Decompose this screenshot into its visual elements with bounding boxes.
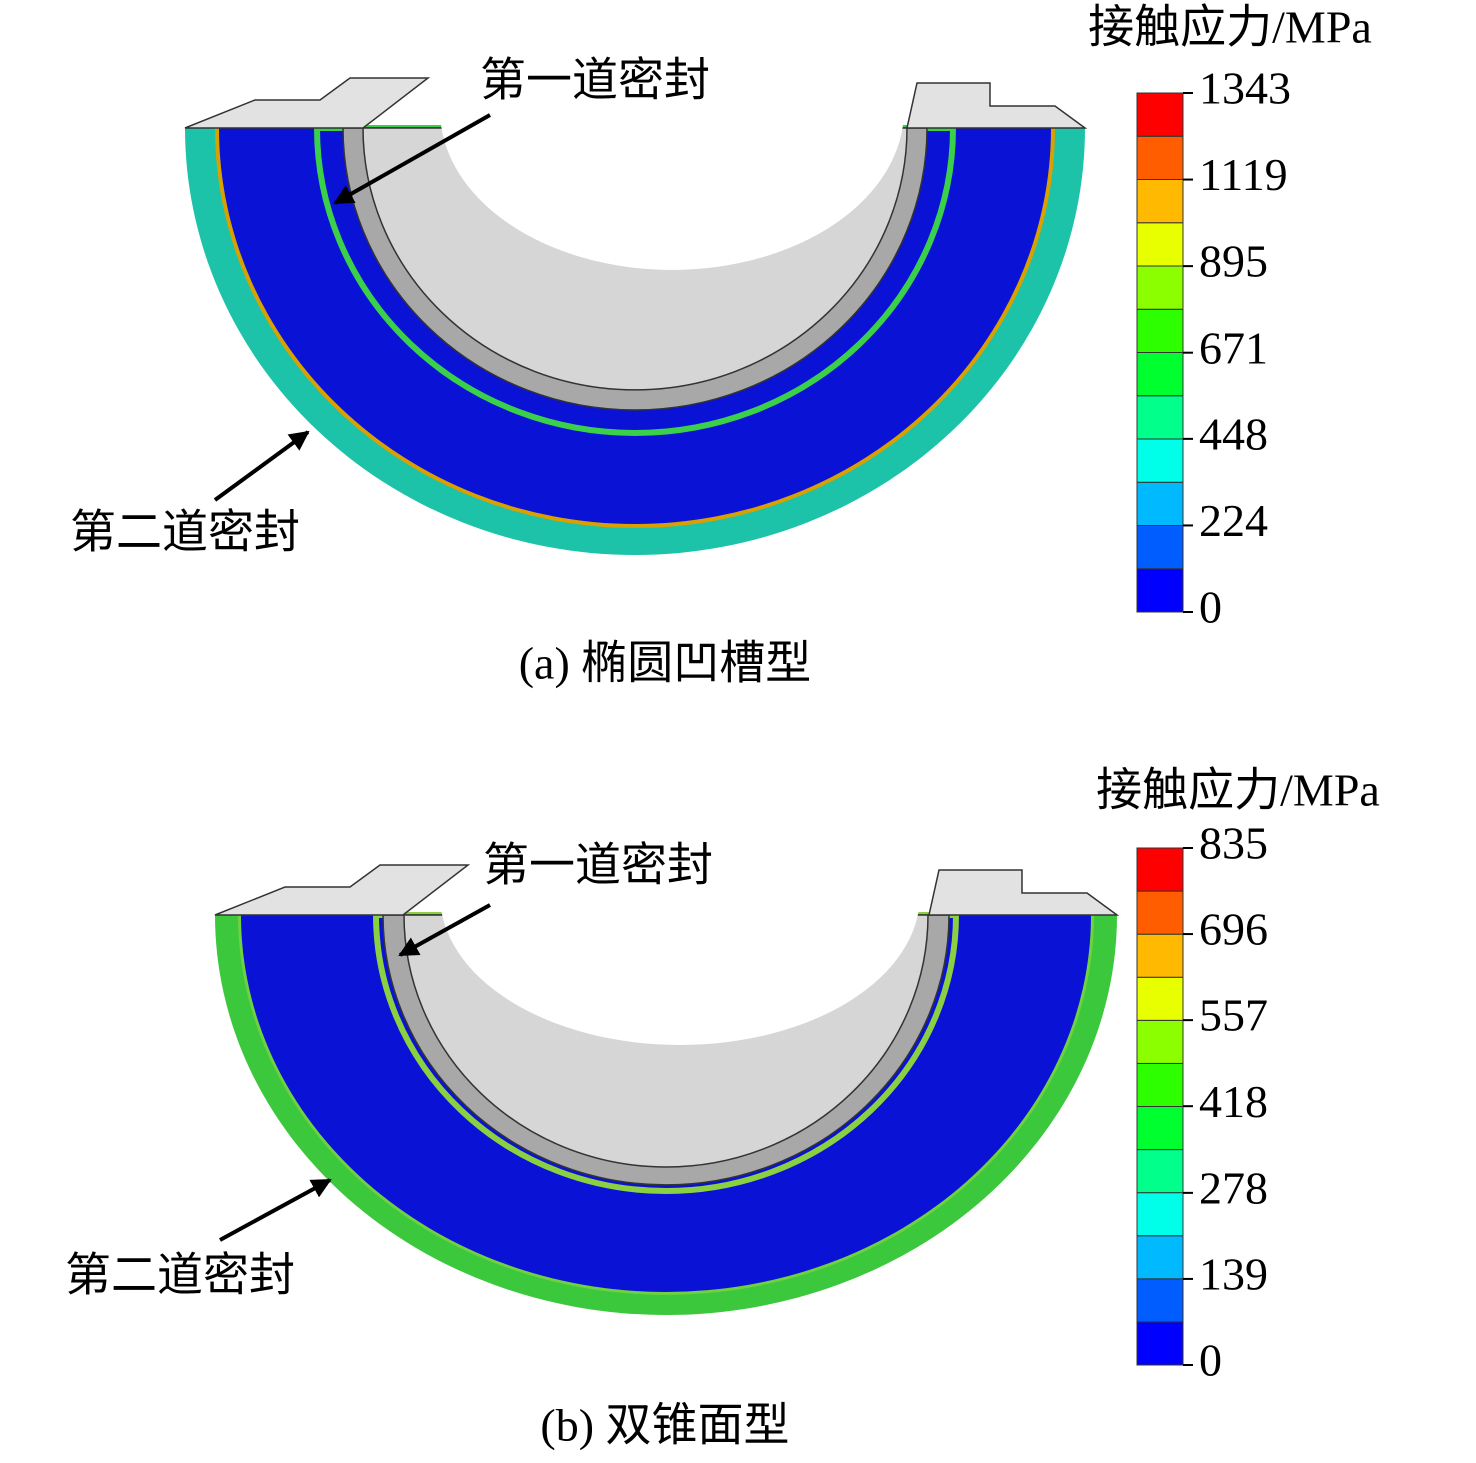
colorbar-band (1136, 1235, 1184, 1280)
colorbar-band (1136, 1149, 1184, 1194)
arrow (213, 430, 310, 502)
tick-label: 0 (1199, 1335, 1222, 1386)
colorbar-title: 接触应力/MPa (1096, 765, 1380, 816)
hole (440, 70, 904, 270)
colorbar-band (1136, 92, 1184, 137)
tick-label: 418 (1199, 1076, 1268, 1127)
colorbar-band (1136, 1321, 1184, 1366)
colorbar-band (1136, 308, 1184, 353)
colorbar-band (1136, 1106, 1184, 1151)
colorbar-band (1136, 525, 1184, 570)
annotation: 第一道密封 (480, 55, 710, 106)
tick-label: 448 (1199, 408, 1268, 459)
caption: (b) 双锥面型 (540, 1400, 789, 1451)
tick-label: 0 (1199, 582, 1222, 633)
arrow (219, 1178, 332, 1242)
annotation: 第二道密封 (65, 1250, 295, 1301)
tick-label: 224 (1199, 495, 1268, 546)
tick-label: 895 (1199, 236, 1268, 287)
tick-label: 696 (1199, 904, 1268, 955)
flange-right (928, 869, 1120, 916)
colorbar-band (1136, 135, 1184, 180)
colorbar-band (1136, 179, 1184, 224)
colorbar-band (1136, 1278, 1184, 1323)
tick-label: 557 (1199, 990, 1268, 1041)
tick-label: 1119 (1199, 149, 1288, 200)
tick-label: 671 (1199, 322, 1268, 373)
colorbar-band (1136, 890, 1184, 935)
tick-label: 278 (1199, 1162, 1268, 1213)
colorbar-band (1136, 1062, 1184, 1107)
flange-left (184, 77, 431, 129)
arrow (333, 113, 491, 205)
colorbar-band (1136, 1192, 1184, 1237)
colorbar-band (1136, 222, 1184, 267)
colorbar-band (1136, 847, 1184, 892)
colorbar-title: 接触应力/MPa (1088, 2, 1372, 53)
tick-label: 139 (1199, 1248, 1268, 1299)
arrow (398, 903, 491, 957)
flange-left (214, 864, 471, 916)
tick-label: 1343 (1199, 63, 1291, 114)
colorbar-band (1136, 1019, 1184, 1064)
colorbar-band (1136, 976, 1184, 1021)
colorbar-band (1136, 352, 1184, 397)
annotation: 第一道密封 (483, 840, 713, 891)
caption: (a) 椭圆凹槽型 (519, 638, 812, 689)
annotation: 第二道密封 (70, 507, 300, 558)
colorbar-band (1136, 481, 1184, 526)
tick-label: 835 (1199, 818, 1268, 869)
colorbar-band (1136, 395, 1184, 440)
hole (440, 855, 920, 1045)
colorbar-band (1136, 568, 1184, 613)
colorbar-band (1136, 265, 1184, 310)
colorbar-band (1136, 438, 1184, 483)
flange-right (906, 82, 1088, 129)
colorbar-band (1136, 933, 1184, 978)
